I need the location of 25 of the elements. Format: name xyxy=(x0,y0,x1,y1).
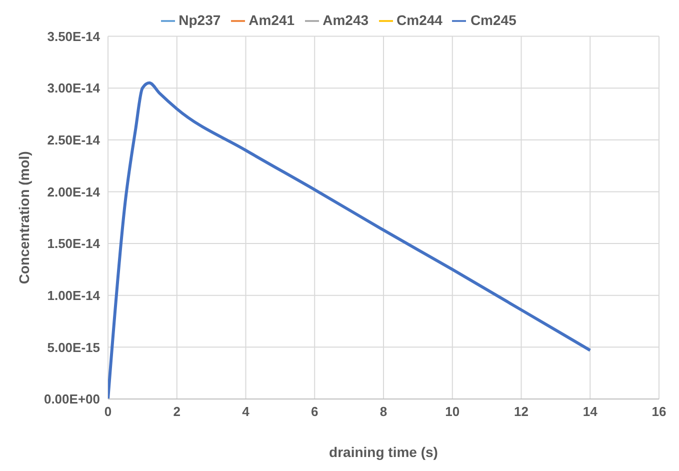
y-tick-label: 0.00E+00 xyxy=(44,392,100,407)
x-tick-label: 2 xyxy=(173,404,180,420)
x-tick-label: 14 xyxy=(582,404,598,420)
y-tick-label: 3.50E-14 xyxy=(47,28,101,44)
x-tick-label: 10 xyxy=(445,404,460,420)
y-tick-label: 2.00E-14 xyxy=(47,184,101,200)
x-axis-title: draining time (s) xyxy=(329,444,438,460)
line-series xyxy=(108,81,592,399)
y-tick-label: 5.00E-15 xyxy=(47,340,100,355)
y-tick-label: 3.00E-14 xyxy=(47,80,101,96)
y-tick-label: 2.50E-14 xyxy=(47,132,101,148)
y-tick-label: 1.50E-14 xyxy=(47,236,101,252)
legend-label: Cm244 xyxy=(396,12,442,28)
legend-label: Am243 xyxy=(322,12,369,28)
y-axis-title: Concentration (mol) xyxy=(16,151,32,284)
x-tick-label: 6 xyxy=(311,404,318,420)
legend-label: Np237 xyxy=(178,12,221,28)
y-tick-label: 1.00E-14 xyxy=(47,288,101,303)
x-tick-label: 16 xyxy=(652,404,666,420)
x-tick-label: 8 xyxy=(380,404,388,420)
legend-label: Am241 xyxy=(248,12,295,28)
legend-label: Cm245 xyxy=(470,12,516,28)
x-tick-label: 12 xyxy=(514,404,528,420)
x-tick-label: 0 xyxy=(104,404,112,420)
x-tick-label: 4 xyxy=(242,404,250,420)
